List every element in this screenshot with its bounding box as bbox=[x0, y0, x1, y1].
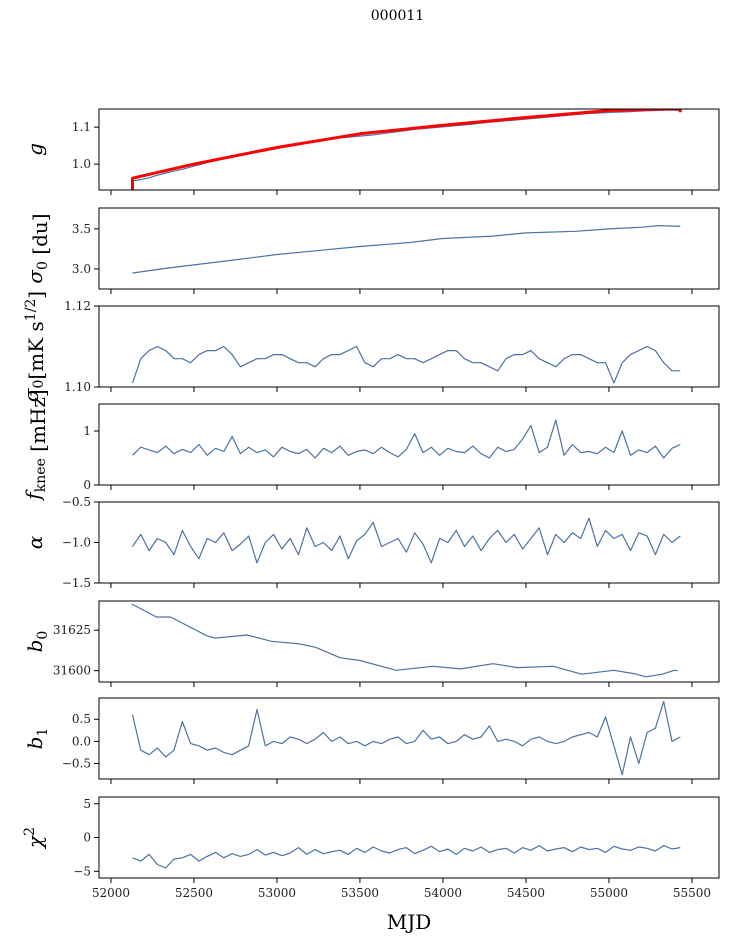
ylabel-subscript: 1 bbox=[35, 728, 51, 737]
y-tick-label: 3.5 bbox=[72, 222, 91, 236]
ylabel-symbol: b bbox=[23, 640, 47, 653]
ylabel-close: ] bbox=[24, 291, 48, 299]
y-tick-label: 1.10 bbox=[64, 380, 91, 394]
ylabel-symbol: σ bbox=[19, 387, 43, 402]
y-tick-label: 31600 bbox=[53, 664, 91, 678]
x-tick-label: 52000 bbox=[92, 886, 130, 900]
series-line-b0 bbox=[131, 603, 678, 678]
axes-frame bbox=[98, 207, 720, 290]
y-axis-label-chi2: χ2 bbox=[22, 827, 47, 850]
ylabel-symbol: g bbox=[23, 143, 47, 156]
x-axis-label: MJD bbox=[387, 910, 432, 934]
y-tick-label: 0 bbox=[83, 831, 91, 845]
y-axis-label-alpha: α bbox=[23, 535, 47, 549]
y-axis-label-g: g bbox=[23, 143, 47, 156]
ylabel-superscript: 1/2 bbox=[23, 299, 39, 322]
y-tick-label: 5 bbox=[83, 797, 91, 811]
y-tick-label: 0 bbox=[83, 478, 91, 492]
axes-frame bbox=[98, 796, 720, 879]
series-line-model bbox=[131, 109, 682, 190]
y-tick-label: 0.0 bbox=[72, 734, 91, 748]
y-tick-label: −1.0 bbox=[62, 536, 91, 550]
ylabel-symbol: α bbox=[23, 535, 47, 549]
y-tick-label: −0.5 bbox=[62, 757, 91, 771]
ylabel-symbol: χ bbox=[23, 834, 47, 850]
panel-sigma0-du: 3.0 3.5 σ0 [du] bbox=[23, 207, 720, 294]
axes-frame bbox=[98, 600, 720, 683]
series-line-sigma0_du bbox=[132, 225, 681, 274]
ylabel-subscript: knee bbox=[33, 458, 49, 492]
y-axis-label-fknee: fknee [mHz] bbox=[21, 389, 50, 501]
x-tick-label: 54500 bbox=[507, 886, 545, 900]
panel-fknee: 0 1 fknee [mHz] bbox=[21, 389, 720, 502]
series-line-chi2 bbox=[132, 844, 681, 869]
y-axis-label-sigma0-du: σ0 [du] bbox=[23, 213, 52, 283]
ylabel-unit: [mHz] bbox=[26, 389, 50, 458]
axes-frame bbox=[98, 697, 720, 780]
series-line-g bbox=[132, 109, 681, 182]
ylabel-subscript: 0 bbox=[35, 631, 51, 640]
figure-title: 000011 bbox=[370, 8, 425, 24]
ylabel-unit: [du] bbox=[28, 213, 52, 261]
ylabel-subscript: 0 bbox=[35, 261, 51, 270]
y-tick-label: 3.0 bbox=[72, 262, 91, 276]
axes-frame bbox=[98, 403, 720, 486]
ylabel-symbol: σ bbox=[23, 269, 47, 284]
x-tick-label: 52500 bbox=[175, 886, 213, 900]
panel-alpha: −1.5 −1.0 −0.5 α bbox=[23, 495, 720, 590]
ylabel-superscript: 2 bbox=[22, 827, 38, 836]
y-axis-label-b1: b1 bbox=[23, 728, 51, 750]
series-line-fknee bbox=[132, 419, 681, 459]
ylabel-subscript: 0 bbox=[31, 380, 47, 389]
series-line-sigma0_mK bbox=[131, 345, 681, 384]
y-tick-label: −5 bbox=[73, 864, 91, 878]
x-tick-label: 54000 bbox=[424, 886, 462, 900]
ylabel-symbol: b bbox=[23, 737, 47, 750]
y-tick-label: 1.12 bbox=[64, 299, 91, 313]
x-tick-label: 53000 bbox=[258, 886, 296, 900]
y-tick-label: −0.5 bbox=[62, 495, 91, 509]
y-tick-label: 1.1 bbox=[72, 120, 91, 134]
y-tick-label: 1 bbox=[83, 424, 91, 438]
series-line-b1 bbox=[131, 700, 681, 776]
axes-frame bbox=[98, 305, 720, 388]
x-tick-label: 55500 bbox=[673, 886, 711, 900]
y-axis-label-b0: b0 bbox=[23, 631, 51, 653]
x-tick-label: 55000 bbox=[590, 886, 628, 900]
panel-b1: −0.5 0.0 0.5 b1 bbox=[23, 697, 720, 784]
ylabel-unit: [mK s bbox=[24, 321, 48, 379]
series-line-alpha bbox=[132, 517, 681, 564]
panel-chi2: 52000 52500 53000 53500 54000 54500 55000 55500… bbox=[22, 796, 720, 900]
panel-g: 1.0 1.1 g bbox=[23, 108, 720, 195]
axes-frame bbox=[98, 108, 720, 191]
panel-sigma0-mk: 1.10 1.12 σ0[mK s1/2] bbox=[19, 291, 720, 402]
y-axis-label-sigma0-mk: σ0[mK s1/2] bbox=[19, 291, 48, 402]
y-tick-label: 1.0 bbox=[72, 157, 91, 171]
y-tick-label: 31625 bbox=[53, 623, 91, 637]
y-tick-label: 0.5 bbox=[72, 712, 91, 726]
y-tick-label: −1.5 bbox=[62, 576, 91, 590]
x-tick-label: 53500 bbox=[341, 886, 379, 900]
